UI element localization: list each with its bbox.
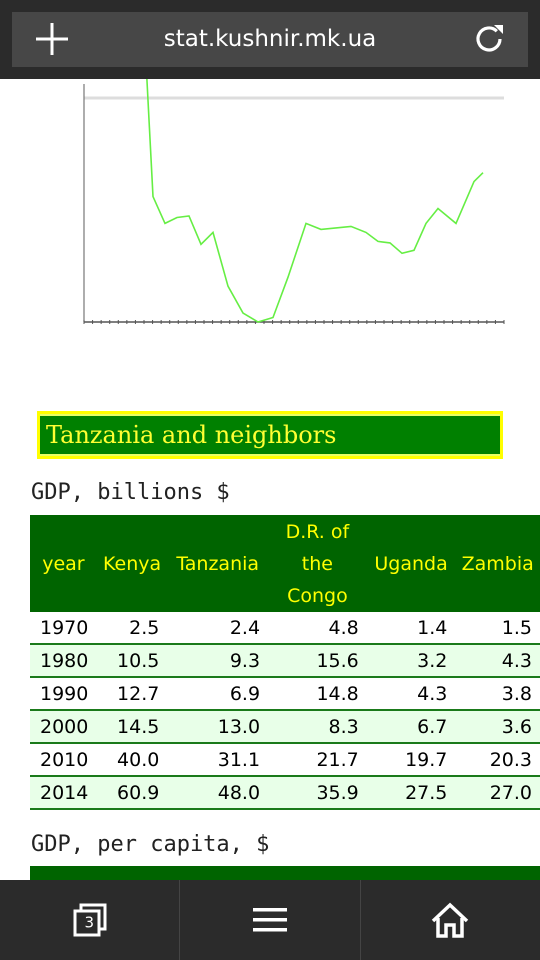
cell-kenya: 10.5 bbox=[96, 644, 168, 678]
cell-zambia: 27.0 bbox=[455, 776, 540, 810]
cell-year: 1980 bbox=[30, 644, 97, 678]
gdp-line-chart bbox=[83, 79, 505, 324]
gdp-per-capita-heading: GDP, per capita, $ bbox=[31, 832, 270, 857]
cell-uganda: 6.7 bbox=[366, 710, 456, 744]
cell-year: 2010 bbox=[30, 743, 97, 777]
cell-tanzania: 6.9 bbox=[167, 677, 269, 711]
cell-year: 2014 bbox=[30, 776, 97, 810]
cell-drc: 15.6 bbox=[268, 644, 367, 678]
cell-tanzania: 13.0 bbox=[167, 710, 269, 744]
table-row: 1990 12.7 6.9 14.8 4.3 3.8 bbox=[30, 677, 540, 711]
cell-tanzania: 9.3 bbox=[167, 644, 269, 678]
home-icon bbox=[432, 902, 469, 938]
col-header-year: year bbox=[30, 515, 97, 612]
cell-drc: 21.7 bbox=[268, 743, 367, 777]
col-header-kenya: Kenya bbox=[96, 515, 168, 612]
section-title: Tanzania and neighbors bbox=[40, 414, 500, 456]
cell-uganda: 27.5 bbox=[366, 776, 456, 810]
tabs-icon bbox=[73, 903, 107, 937]
cell-kenya: 2.5 bbox=[96, 612, 168, 645]
cell-year: 1990 bbox=[30, 677, 97, 711]
section-banner: Tanzania and neighbors bbox=[37, 411, 503, 459]
menu-icon bbox=[252, 908, 287, 932]
tab-count: 3 bbox=[84, 913, 95, 932]
home-button[interactable] bbox=[361, 880, 540, 960]
browser-top-bar: stat.kushnir.mk.ua bbox=[0, 0, 540, 79]
col-header-tanzania: Tanzania bbox=[167, 515, 269, 612]
cell-drc: 4.8 bbox=[268, 612, 367, 645]
reload-icon[interactable] bbox=[472, 22, 506, 56]
per-capita-table-header bbox=[30, 866, 540, 880]
cell-uganda: 19.7 bbox=[366, 743, 456, 777]
cell-kenya: 14.5 bbox=[96, 710, 168, 744]
cell-year: 1970 bbox=[30, 612, 97, 645]
cell-tanzania: 48.0 bbox=[167, 776, 269, 810]
url-text[interactable]: stat.kushnir.mk.ua bbox=[163, 26, 377, 52]
cell-zambia: 3.8 bbox=[455, 677, 540, 711]
cell-zambia: 3.6 bbox=[455, 710, 540, 744]
address-bar[interactable]: stat.kushnir.mk.ua bbox=[12, 12, 528, 67]
table-row: 1970 2.5 2.4 4.8 1.4 1.5 bbox=[30, 612, 540, 645]
gdp-heading: GDP, billions $ bbox=[31, 480, 230, 505]
browser-bottom-bar: 3 bbox=[0, 880, 540, 960]
col-header-drc: D.R. of the Congo bbox=[268, 515, 367, 612]
cell-zambia: 1.5 bbox=[455, 612, 540, 645]
cell-zambia: 4.3 bbox=[455, 644, 540, 678]
cell-uganda: 4.3 bbox=[366, 677, 456, 711]
x-axis-ticks bbox=[83, 320, 505, 324]
tabs-button[interactable]: 3 bbox=[0, 880, 181, 960]
col-header-uganda: Uganda bbox=[366, 515, 456, 612]
cell-drc: 14.8 bbox=[268, 677, 367, 711]
cell-tanzania: 2.4 bbox=[167, 612, 269, 645]
table-header-row: year Kenya Tanzania D.R. of the Congo Ug… bbox=[30, 515, 540, 612]
cell-kenya: 60.9 bbox=[96, 776, 168, 810]
table-row: 2000 14.5 13.0 8.3 6.7 3.6 bbox=[30, 710, 540, 744]
chart-series-line bbox=[146, 79, 484, 323]
cell-tanzania: 31.1 bbox=[167, 743, 269, 777]
cell-drc: 8.3 bbox=[268, 710, 367, 744]
cell-zambia: 20.3 bbox=[455, 743, 540, 777]
cell-uganda: 1.4 bbox=[366, 612, 456, 645]
col-header-zambia: Zambia bbox=[455, 515, 540, 612]
menu-button[interactable] bbox=[180, 880, 361, 960]
table-row: 2014 60.9 48.0 35.9 27.5 27.0 bbox=[30, 776, 540, 810]
cell-kenya: 12.7 bbox=[96, 677, 168, 711]
cell-year: 2000 bbox=[30, 710, 97, 744]
cell-drc: 35.9 bbox=[268, 776, 367, 810]
gdp-table: year Kenya Tanzania D.R. of the Congo Ug… bbox=[30, 515, 540, 810]
table-row: 2010 40.0 31.1 21.7 19.7 20.3 bbox=[30, 743, 540, 777]
cell-uganda: 3.2 bbox=[366, 644, 456, 678]
cell-kenya: 40.0 bbox=[96, 743, 168, 777]
table-row: 1980 10.5 9.3 15.6 3.2 4.3 bbox=[30, 644, 540, 678]
plus-icon[interactable] bbox=[34, 21, 70, 57]
